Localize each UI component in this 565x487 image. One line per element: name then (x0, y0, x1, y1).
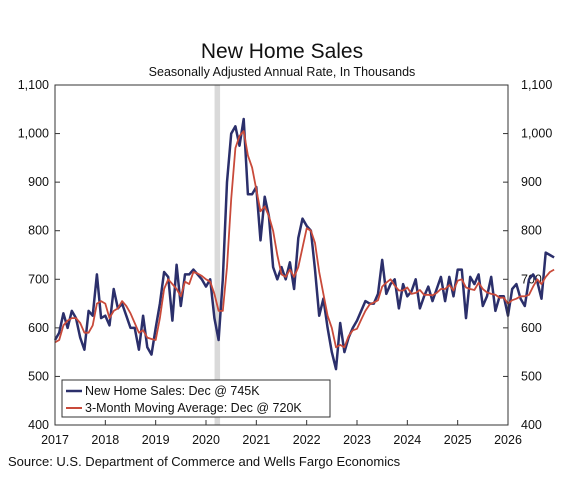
left-tick-label: 400 (28, 418, 49, 432)
left-tick-label: 700 (28, 272, 49, 286)
x-tick-label: 2023 (343, 433, 371, 447)
chart-title: New Home Sales (201, 40, 363, 63)
x-axis: 2017 2018 2019 2020 2021 2022 2023 2024 2025 2026 (41, 420, 522, 447)
x-tick-label: 2019 (142, 433, 170, 447)
left-tick-label: 800 (28, 224, 49, 238)
x-tick-label: 2024 (393, 433, 421, 447)
left-tick-label: 600 (28, 321, 49, 335)
source-note: Source: U.S. Department of Commerce and … (8, 454, 401, 469)
x-tick-label: 2025 (444, 433, 472, 447)
left-axis: 1,100 1,000 900 800 700 600 500 400 (18, 78, 60, 432)
left-tick-label: 1,000 (18, 127, 49, 141)
right-tick-label: 500 (521, 369, 542, 383)
x-tick-label: 2018 (91, 433, 119, 447)
right-tick-label: 1,100 (521, 78, 552, 92)
series-lines (53, 117, 555, 371)
right-tick-label: 900 (521, 175, 542, 189)
right-tick-label: 800 (521, 224, 542, 238)
plot-frame (54, 84, 509, 426)
left-tick-label: 1,100 (18, 78, 49, 92)
x-tick-label: 2020 (192, 433, 220, 447)
series-line-moving-average (54, 130, 555, 349)
series-line-new-home-sales (53, 117, 555, 371)
legend: New Home Sales: Dec @ 745K 3-Month Movin… (61, 379, 331, 418)
left-tick-label: 500 (28, 369, 49, 383)
legend-label-moving-average: 3-Month Moving Average: Dec @ 720K (85, 401, 302, 415)
right-tick-label: 400 (521, 418, 542, 432)
x-tick-label: 2026 (494, 433, 522, 447)
legend-box (61, 379, 331, 418)
right-tick-label: 600 (521, 321, 542, 335)
recession-shading (214, 85, 221, 425)
right-tick-label: 1,000 (521, 127, 552, 141)
x-tick-label: 2021 (242, 433, 270, 447)
chart-subtitle: Seasonally Adjusted Annual Rate, In Thou… (149, 65, 416, 79)
x-tick-label: 2022 (293, 433, 321, 447)
left-tick-label: 900 (28, 175, 49, 189)
legend-label-new-home-sales: New Home Sales: Dec @ 745K (85, 384, 260, 398)
x-tick-label: 2017 (41, 433, 69, 447)
